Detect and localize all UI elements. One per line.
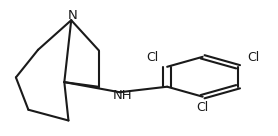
Text: N: N — [68, 9, 78, 22]
Text: Cl: Cl — [147, 51, 159, 64]
Text: NH: NH — [113, 89, 132, 103]
Text: Cl: Cl — [197, 101, 209, 114]
Text: Cl: Cl — [247, 51, 259, 64]
